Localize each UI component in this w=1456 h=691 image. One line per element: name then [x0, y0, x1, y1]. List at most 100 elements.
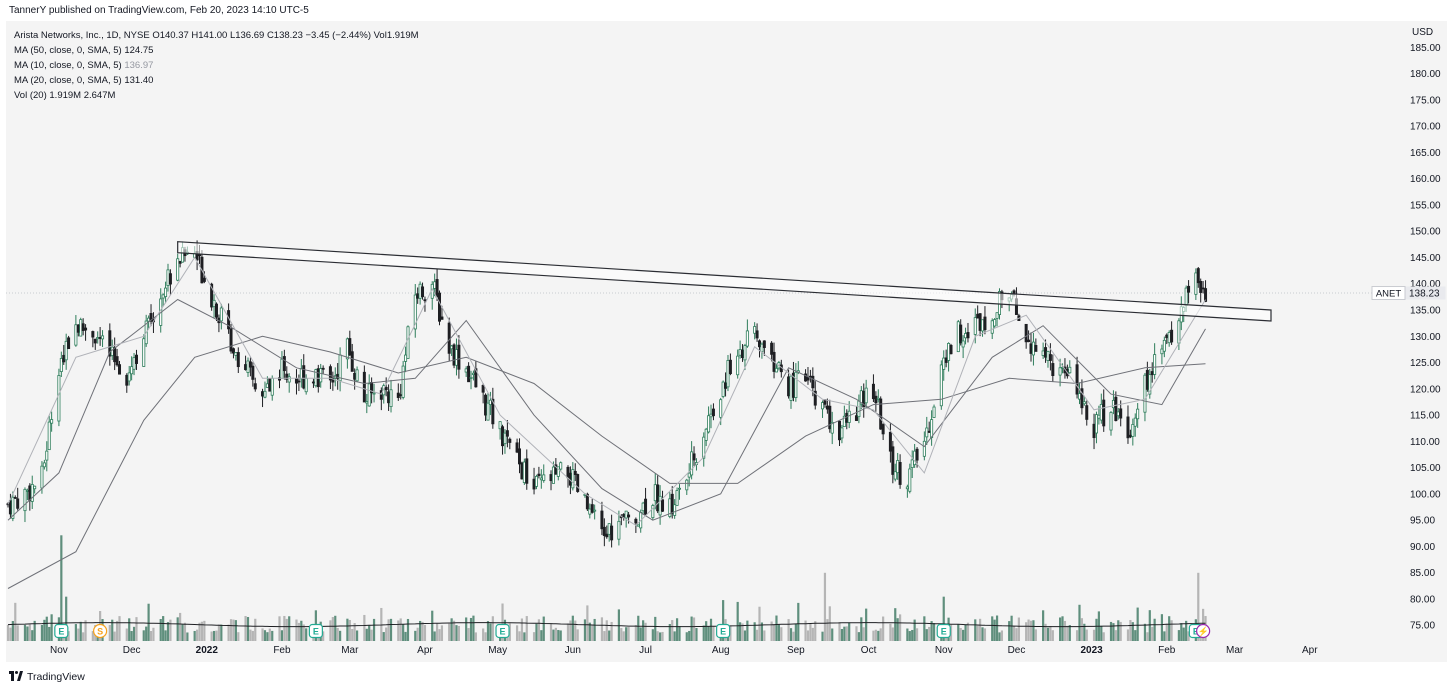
- candle-body: [675, 490, 679, 506]
- candle-body: [389, 389, 393, 408]
- earnings-badge-icon: [495, 623, 510, 639]
- volume-bar: [268, 628, 271, 641]
- candle-body: [101, 335, 105, 340]
- volume-bar: [838, 622, 841, 641]
- candle-body: [542, 474, 546, 481]
- volume-bar: [1017, 617, 1020, 641]
- ma20-value: 131.40: [124, 75, 154, 86]
- volume-bar: [826, 619, 829, 641]
- candle-body: [976, 313, 980, 319]
- volume-bar: [1046, 627, 1050, 641]
- volume-bar: [928, 626, 931, 641]
- y-axis-tick-label: 175.00: [1410, 95, 1441, 106]
- candle-body: [525, 458, 529, 484]
- volume-bar: [217, 624, 221, 641]
- candle-body: [1119, 408, 1123, 419]
- legend-ma10-row: MA (10, close, 0, SMA, 5) 136.97: [14, 58, 419, 73]
- candle-body: [981, 319, 985, 332]
- y-axis-tick-label: 95.00: [1410, 516, 1435, 527]
- volume-bar: [804, 620, 807, 641]
- earnings-badge-icon: [716, 623, 731, 639]
- volume-bar: [11, 621, 14, 641]
- volume-bar: [566, 623, 570, 641]
- candle-body: [350, 351, 354, 372]
- volume-bar: [923, 616, 926, 641]
- volume-bar: [193, 630, 196, 641]
- volume-bar: [1010, 615, 1013, 641]
- volume-bar: [166, 622, 170, 641]
- volume-bar: [271, 630, 274, 641]
- volume-bar: [712, 626, 715, 641]
- volume-bar: [1075, 630, 1079, 641]
- candle-body: [600, 510, 604, 530]
- y-axis-tick-label: 115.00: [1410, 411, 1440, 422]
- candle-body: [585, 493, 589, 510]
- candle-body: [416, 293, 420, 299]
- candle-body: [993, 319, 997, 327]
- volume-bar: [212, 630, 216, 641]
- y-axis-tick-label: 155.00: [1410, 200, 1441, 211]
- volume-bar: [23, 624, 27, 641]
- candle-body: [534, 475, 538, 487]
- volume-bar: [472, 615, 475, 641]
- volume-bar: [164, 630, 167, 641]
- candle-body: [617, 520, 621, 540]
- volume-bar: [486, 621, 490, 641]
- y-axis-tick-label: 170.00: [1410, 122, 1441, 133]
- x-axis-label: Dec: [1008, 645, 1026, 656]
- volume-bar: [535, 623, 538, 641]
- candle-body: [515, 442, 519, 453]
- candle-body: [147, 317, 151, 322]
- volume-bar: [661, 631, 664, 641]
- volume-bar: [421, 621, 424, 641]
- volume-bar: [981, 627, 984, 641]
- volume-bar: [302, 624, 305, 641]
- candle-body: [304, 378, 308, 393]
- candle-body: [64, 340, 68, 361]
- candle-body: [42, 462, 46, 468]
- volume-bar: [152, 627, 155, 641]
- volume-bar: [542, 616, 545, 641]
- candle-body: [212, 299, 216, 308]
- volume-bar: [882, 616, 885, 641]
- volume-bar: [399, 618, 402, 641]
- volume-bar: [894, 608, 897, 641]
- candle-body: [1085, 405, 1089, 420]
- volume-bar: [915, 628, 919, 641]
- volume-bar: [469, 617, 473, 641]
- candle-body: [956, 321, 960, 353]
- candle-body: [481, 385, 485, 393]
- volume-bar: [113, 631, 116, 641]
- candle-body: [406, 326, 410, 359]
- price-chart[interactable]: E S E E E E E⚡Nov Dec 2022 Feb Mar Apr May Jun Jul Aug S…: [6, 21, 1447, 662]
- volume-bar: [33, 620, 36, 641]
- volume-bar: [1112, 623, 1115, 641]
- volume-bar: [978, 618, 982, 641]
- candle-body: [30, 484, 34, 502]
- volume-bar: [334, 615, 337, 641]
- volume-ma-line: [7, 622, 1206, 628]
- volume-bar: [925, 629, 928, 641]
- chart-area[interactable]: E S E E E E E ⚡ Nov Dec 2022 Feb Mar Apr May Jun Jul Aug S…: [6, 21, 1447, 662]
- candle-body: [879, 398, 883, 430]
- candle-body: [1034, 344, 1038, 352]
- candle-body: [709, 413, 713, 418]
- candle-body: [1199, 280, 1203, 293]
- volume-bar: [911, 629, 914, 641]
- volume-bar: [1095, 618, 1098, 641]
- volume-values: 1.919M 2.647M: [49, 90, 116, 101]
- y-axis-tick-label: 185.00: [1410, 43, 1441, 54]
- volume-bar: [736, 601, 739, 641]
- candle-body: [248, 361, 252, 368]
- candle-body: [134, 354, 138, 364]
- volume-bar: [593, 618, 596, 641]
- candle-body: [62, 354, 66, 363]
- volume-bar: [780, 627, 783, 641]
- candle-body: [821, 402, 825, 410]
- volume-bar: [625, 627, 628, 641]
- candle-body: [387, 391, 391, 404]
- y-axis-tick-label: 125.00: [1410, 358, 1441, 369]
- candle-body: [794, 371, 798, 399]
- candle-body: [8, 500, 12, 515]
- volume-bar: [707, 626, 710, 641]
